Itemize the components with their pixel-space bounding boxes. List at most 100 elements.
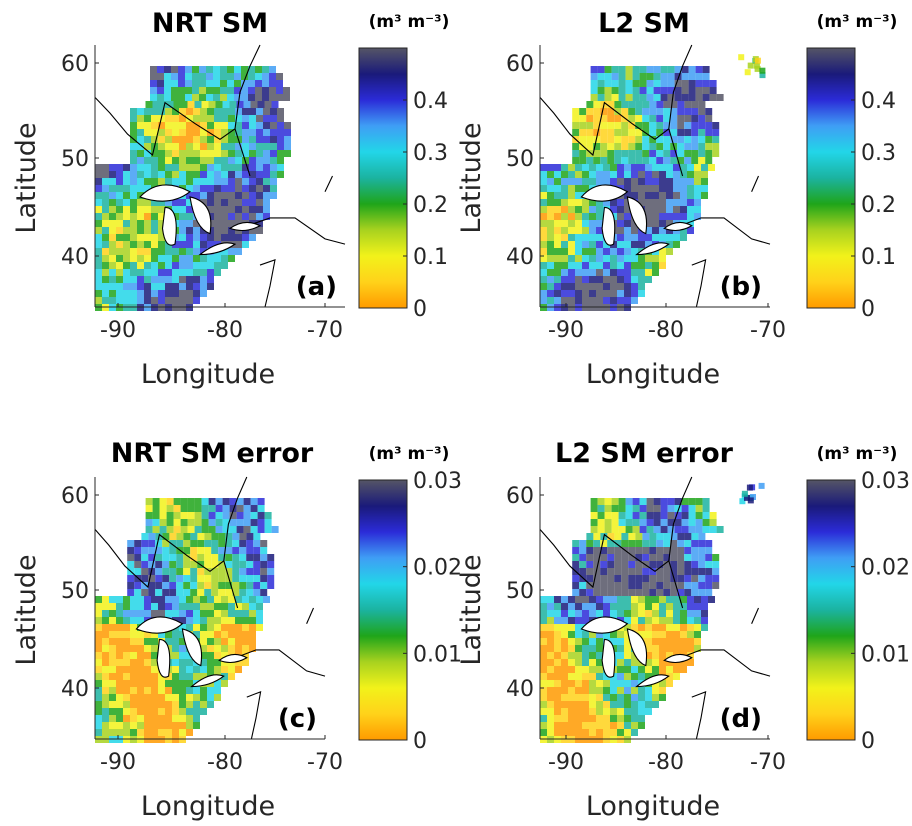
colorbar-tick-label: 0.01 <box>861 642 910 667</box>
lake-superior <box>580 616 629 634</box>
panel-label: (d) <box>720 704 762 734</box>
colorbar-tick-label: 0.02 <box>861 556 910 581</box>
panel-label: (b) <box>720 272 762 302</box>
x-axis-label: Longitude <box>586 791 720 822</box>
colorbar-tick-label: 0.02 <box>413 556 462 581</box>
x-tick-label: -80 <box>648 318 684 343</box>
swath-field <box>95 498 279 743</box>
panel-title: NRT SM error <box>111 438 314 469</box>
lake-erie <box>190 674 225 688</box>
x-tick-label: -70 <box>307 750 343 775</box>
lake-huron <box>626 196 648 235</box>
x-tick-label: -90 <box>548 750 584 775</box>
colorbar-tick-label: 0 <box>861 729 875 754</box>
y-tick-label: 40 <box>506 245 534 270</box>
colorbar-tick-label: 0.4 <box>861 89 896 114</box>
colorbar-tick-label: 0.2 <box>413 193 448 218</box>
colorbar-tick-label: 0.3 <box>413 141 448 166</box>
lake-ontario <box>663 653 693 664</box>
coastline <box>539 44 771 308</box>
y-tick-label: 60 <box>61 484 89 509</box>
colorbar-unit-label: (m³ m⁻³) <box>369 444 450 464</box>
lake-michigan <box>601 638 616 678</box>
y-tick-label: 60 <box>506 52 534 77</box>
colorbar-tick-label: 0.3 <box>861 141 896 166</box>
y-tick-label: 40 <box>61 677 89 702</box>
lake-michigan <box>601 206 616 246</box>
x-tick-label: -90 <box>548 318 584 343</box>
lake-ontario <box>663 221 693 232</box>
x-axis-label: Longitude <box>586 359 720 390</box>
x-tick-label: -80 <box>648 750 684 775</box>
x-tick-label: -70 <box>307 318 343 343</box>
y-axis-label: Latitude <box>456 122 487 233</box>
x-tick-label: -90 <box>100 750 136 775</box>
panel-title: L2 SM error <box>555 438 734 469</box>
y-tick-label: 40 <box>506 677 534 702</box>
colorbar-gradient <box>358 47 408 309</box>
colorbar-unit-label: (m³ m⁻³) <box>817 12 898 32</box>
y-tick-label: 50 <box>61 579 89 604</box>
map-panel-1: -90 -80 -70 40 50 60 Longitude Latitude NRT SM (a… <box>11 8 449 390</box>
coastline <box>539 476 771 740</box>
colorbar-tick-label: 0.03 <box>413 469 462 494</box>
lake-huron <box>181 628 203 667</box>
colorbar-unit-label: (m³ m⁻³) <box>817 444 898 464</box>
lake-ontario <box>228 221 262 232</box>
lake-superior <box>139 184 192 202</box>
y-axis-label: Latitude <box>456 554 487 665</box>
y-tick-label: 60 <box>61 52 89 77</box>
x-tick-label: -80 <box>207 750 243 775</box>
colorbar-tick-label: 0.2 <box>861 193 896 218</box>
colorbar-tick-label: 0.1 <box>413 245 448 270</box>
lake-superior <box>135 616 184 634</box>
y-tick-label: 50 <box>61 147 89 172</box>
map-panel-4: -90 -80 -70 40 50 60 Longitude Latitude L2 SM er… <box>456 438 910 822</box>
panel-label: (a) <box>296 272 337 302</box>
colorbar-gradient <box>806 479 856 741</box>
colorbar: 0 0.01 0.02 0.03 (m³ m⁻³) <box>806 444 910 754</box>
lake-erie <box>635 242 670 256</box>
map-panel-2: -90 -80 -70 40 50 60 Longitude Latitude L2 SM (b)… <box>456 8 897 390</box>
lake-huron <box>626 628 648 667</box>
y-tick-label: 50 <box>506 147 534 172</box>
y-tick-label: 50 <box>506 579 534 604</box>
y-tick-label: 60 <box>506 484 534 509</box>
x-tick-label: -70 <box>750 750 786 775</box>
colorbar-gradient <box>806 47 856 309</box>
x-tick-label: -90 <box>100 318 136 343</box>
x-tick-label: -80 <box>207 318 243 343</box>
swath-field <box>540 482 765 743</box>
y-tick-label: 40 <box>61 245 89 270</box>
y-axis-label: Latitude <box>11 554 42 665</box>
swath-field <box>540 54 766 311</box>
colorbar-tick-label: 0.03 <box>861 469 910 494</box>
x-axis-label: Longitude <box>141 791 275 822</box>
colorbar: 0 0.1 0.2 0.3 0.4 (m³ m⁻³) <box>358 12 450 322</box>
swath-field <box>95 66 291 311</box>
panel-label: (c) <box>278 704 317 734</box>
colorbar-tick-label: 0 <box>861 297 875 322</box>
lake-ontario <box>218 653 248 664</box>
lake-michigan <box>161 206 177 246</box>
colorbar-tick-label: 0.4 <box>413 89 448 114</box>
colorbar: 0 0.01 0.02 0.03 (m³ m⁻³) <box>358 444 462 754</box>
panel-title: L2 SM <box>598 8 690 39</box>
colorbar-gradient <box>358 479 408 741</box>
y-axis-label: Latitude <box>11 122 42 233</box>
lake-michigan <box>156 638 171 678</box>
colorbar-unit-label: (m³ m⁻³) <box>369 12 450 32</box>
lake-superior <box>580 184 629 202</box>
lake-erie <box>635 674 670 688</box>
colorbar-tick-label: 0.1 <box>861 245 896 270</box>
coastline <box>94 44 346 308</box>
x-tick-label: -70 <box>750 318 786 343</box>
lake-erie <box>198 242 237 256</box>
lake-huron <box>189 196 212 235</box>
colorbar: 0 0.1 0.2 0.3 0.4 (m³ m⁻³) <box>806 12 898 322</box>
x-axis-label: Longitude <box>141 359 275 390</box>
coastline <box>94 476 326 740</box>
colorbar-tick-label: 0 <box>413 729 427 754</box>
colorbar-tick-label: 0.01 <box>413 642 462 667</box>
